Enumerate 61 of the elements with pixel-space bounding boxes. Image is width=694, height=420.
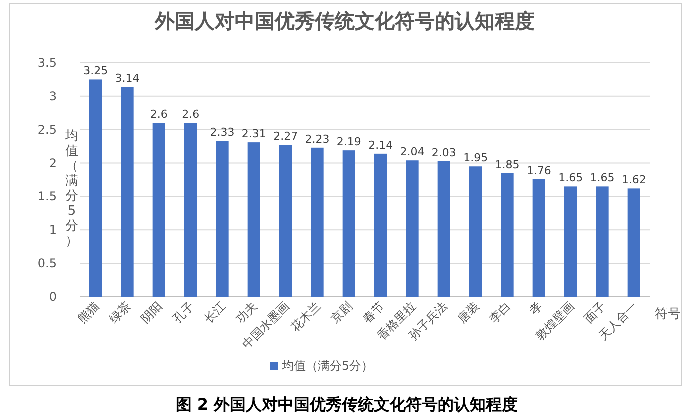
data-label: 1.65 xyxy=(590,172,615,185)
bar xyxy=(216,141,229,297)
y-axis-title: 均值（满分5分） xyxy=(64,129,78,249)
bar xyxy=(564,186,578,297)
chart-title: 外国人对中国优秀传统文化符号的认知程度 xyxy=(154,9,535,33)
bar xyxy=(184,123,198,297)
y-tick-label: 0 xyxy=(49,290,57,304)
y-tick-label: 0.5 xyxy=(38,256,57,271)
bar xyxy=(248,142,260,297)
data-label: 2.14 xyxy=(368,138,394,152)
bar xyxy=(470,166,482,297)
data-label: 1.95 xyxy=(464,152,488,165)
data-label: 3.25 xyxy=(84,64,108,78)
data-label: 2.6 xyxy=(150,108,168,122)
y-tick-label: 2.5 xyxy=(38,122,57,137)
caption: 图 2 外国人对中国优秀传统文化符号的认知程度 xyxy=(176,395,518,414)
x-tick-label: 春节 xyxy=(360,299,387,326)
x-tick-label: 京剧 xyxy=(328,299,356,326)
bar xyxy=(532,179,546,297)
y-tick-label: 1.5 xyxy=(38,190,57,204)
data-label: 1.85 xyxy=(495,158,520,172)
data-label: 3.14 xyxy=(115,72,140,86)
data-label: 2.31 xyxy=(242,128,266,141)
legend-label: 均值（满分5分） xyxy=(281,359,374,373)
x-tick-label: 熊猫 xyxy=(75,299,102,326)
bar xyxy=(406,160,419,297)
bar xyxy=(374,154,388,297)
bar xyxy=(90,80,102,297)
x-tick-label: 孔子 xyxy=(170,299,197,326)
bar xyxy=(501,173,514,297)
bar xyxy=(280,145,292,297)
x-tick-label: 阴阳 xyxy=(138,299,166,326)
data-label: 2.23 xyxy=(305,132,330,146)
x-tick-label: 绿茶 xyxy=(106,299,134,326)
data-label: 2.33 xyxy=(210,126,235,140)
data-label: 2.27 xyxy=(274,130,298,144)
data-label: 2.03 xyxy=(432,146,456,160)
bar xyxy=(596,186,609,297)
data-label: 1.62 xyxy=(622,174,646,187)
x-tick-label: 孝 xyxy=(526,299,546,318)
x-tick-label: 李白 xyxy=(486,299,514,326)
data-label: 1.65 xyxy=(558,172,584,185)
y-tick-label: 3.5 xyxy=(38,56,57,70)
data-label: 2.04 xyxy=(400,146,425,159)
x-axis-title: 符号 xyxy=(655,307,681,322)
bar xyxy=(121,87,134,297)
y-tick-label: 3 xyxy=(49,89,57,104)
y-tick-label: 2 xyxy=(49,156,57,170)
bar xyxy=(438,161,450,297)
data-label: 2.19 xyxy=(336,136,362,149)
bar xyxy=(342,150,356,297)
x-tick-label: 面子 xyxy=(582,299,609,326)
y-tick-label: 1 xyxy=(49,223,57,238)
x-tick-label: 功夫 xyxy=(233,299,260,326)
bar xyxy=(152,123,166,297)
bar xyxy=(311,148,324,297)
x-tick-label: 长江 xyxy=(202,299,229,326)
data-label: 1.76 xyxy=(526,164,552,178)
data-label: 2.6 xyxy=(182,108,200,122)
bar xyxy=(628,188,640,297)
x-tick-label: 唐装 xyxy=(455,299,482,326)
